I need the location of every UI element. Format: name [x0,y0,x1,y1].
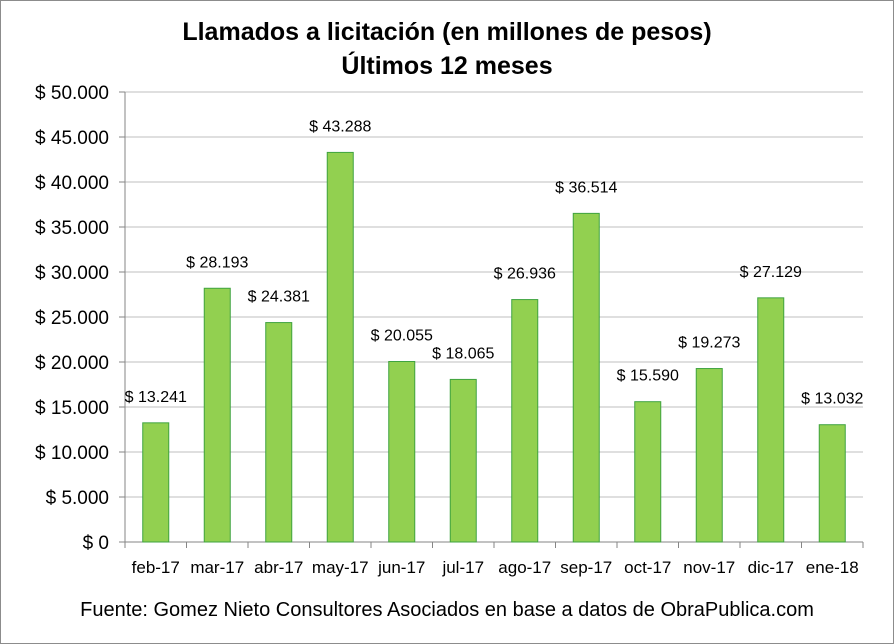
data-label: $ 15.590 [617,368,679,385]
data-label: $ 18.065 [432,345,494,362]
bar [511,299,539,543]
x-tick-label: jun-17 [377,558,425,577]
x-tick-label: oct-17 [624,558,671,577]
bar [695,368,723,543]
bar [203,287,231,543]
data-label: $ 36.514 [555,179,617,196]
bar [142,422,170,543]
x-tick-label: ago-17 [498,558,551,577]
x-tick-label: nov-17 [683,558,735,577]
y-tick-label: $ 15.000 [35,398,109,419]
y-tick-label: $ 35.000 [35,218,109,239]
data-label: $ 27.129 [740,264,802,281]
y-tick-label: $ 45.000 [35,128,109,149]
data-label: $ 13.241 [125,389,187,406]
x-tick-label: sep-17 [560,558,612,577]
y-tick-label: $ 30.000 [35,263,109,284]
bar [634,401,662,543]
y-tick-label: $ 50.000 [35,83,109,104]
data-label: $ 26.936 [494,266,556,283]
data-label: $ 19.273 [678,335,740,352]
chart-title: Llamados a licitación (en millones de pe… [1,15,893,83]
bar [265,322,293,543]
source-note: Fuente: Gomez Nieto Consultores Asociado… [80,599,814,621]
x-tick-label: jul-17 [441,558,484,577]
bar [326,151,354,543]
chart-title-line-1: Llamados a licitación (en millones de pe… [182,18,712,46]
bar [449,378,477,543]
chart-subtitle: Últimos 12 meses [341,52,553,80]
x-tick-label: feb-17 [132,558,180,577]
y-tick-label: $ 0 [83,533,109,554]
y-tick-label: $ 40.000 [35,173,109,194]
bar [388,361,416,543]
y-tick-label: $ 10.000 [35,443,109,464]
y-tick-label: $ 25.000 [35,308,109,329]
bar [818,424,846,543]
y-tick-label: $ 5.000 [46,488,109,509]
data-label: $ 13.032 [801,391,863,408]
data-label: $ 43.288 [309,118,371,135]
x-tick-label: abr-17 [254,558,303,577]
data-label: $ 24.381 [248,289,310,306]
bar [757,297,785,543]
x-tick-label: ene-18 [806,558,859,577]
bar-chart: $ 0 $ 5.000 $ 10.000 $ 15.000 $ 20.000 $ 25.0… [35,83,864,577]
data-label: $ 20.055 [371,328,433,345]
y-tick-label: $ 20.000 [35,353,109,374]
x-tick-label: may-17 [312,558,369,577]
x-tick-label: mar-17 [190,558,244,577]
data-label: $ 28.193 [186,254,248,271]
x-tick-label: dic-17 [748,558,794,577]
bar [572,212,600,543]
